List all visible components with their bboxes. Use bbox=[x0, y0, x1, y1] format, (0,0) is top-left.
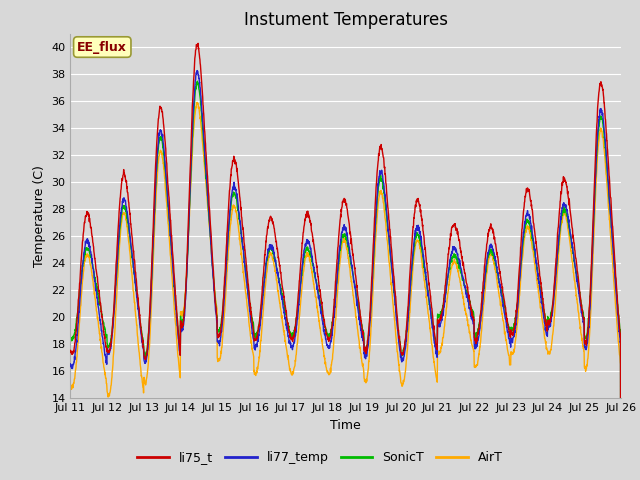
li75_t bbox=[568, 225, 576, 231]
SonicT bbox=[220, 290, 228, 296]
li75_t bbox=[67, 348, 74, 353]
AirT bbox=[220, 315, 228, 321]
li77_temp bbox=[67, 361, 74, 367]
li77_temp bbox=[506, 340, 513, 346]
li77_temp bbox=[220, 297, 228, 302]
X-axis label: Time: Time bbox=[330, 419, 361, 432]
li75_t bbox=[195, 40, 202, 46]
li77_temp bbox=[568, 245, 576, 251]
li77_temp bbox=[584, 337, 591, 343]
Line: li77_temp: li77_temp bbox=[70, 71, 621, 480]
Text: EE_flux: EE_flux bbox=[77, 40, 127, 54]
AirT bbox=[584, 356, 591, 362]
SonicT bbox=[568, 244, 576, 250]
SonicT bbox=[193, 78, 201, 84]
li77_temp bbox=[362, 356, 369, 361]
Title: Instument Temperatures: Instument Temperatures bbox=[244, 11, 447, 29]
AirT bbox=[193, 99, 201, 105]
AirT bbox=[568, 259, 576, 265]
Legend: li75_t, li77_temp, SonicT, AirT: li75_t, li77_temp, SonicT, AirT bbox=[132, 446, 508, 469]
li75_t bbox=[506, 330, 513, 336]
AirT bbox=[506, 362, 513, 368]
AirT bbox=[374, 207, 381, 213]
Line: li75_t: li75_t bbox=[70, 43, 621, 480]
li75_t bbox=[374, 164, 381, 169]
Y-axis label: Temperature (C): Temperature (C) bbox=[33, 165, 45, 267]
SonicT bbox=[506, 326, 513, 332]
li77_temp bbox=[193, 68, 201, 73]
li75_t bbox=[362, 347, 369, 353]
AirT bbox=[67, 383, 74, 389]
Line: AirT: AirT bbox=[70, 102, 621, 480]
SonicT bbox=[67, 335, 74, 340]
SonicT bbox=[362, 348, 369, 354]
SonicT bbox=[584, 325, 591, 331]
li75_t bbox=[584, 331, 591, 336]
li75_t bbox=[220, 284, 228, 289]
SonicT bbox=[374, 193, 381, 199]
li77_temp bbox=[374, 188, 381, 193]
AirT bbox=[362, 379, 369, 385]
Line: SonicT: SonicT bbox=[70, 81, 621, 480]
